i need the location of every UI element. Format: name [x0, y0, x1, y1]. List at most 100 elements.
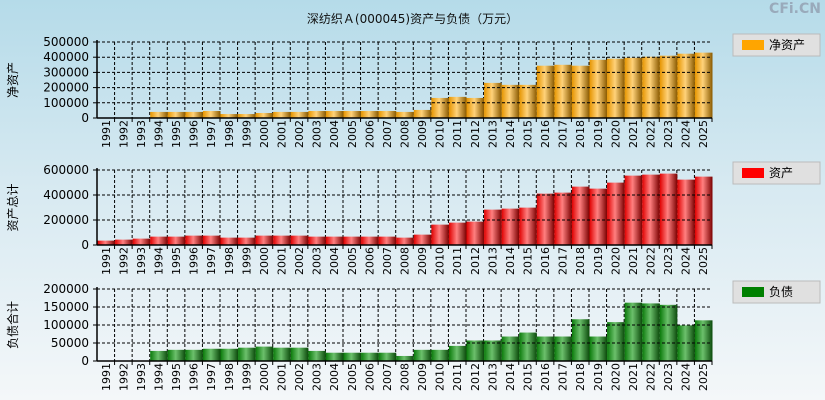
y-tick-label: 100000 [43, 96, 89, 110]
bar-2014 [501, 84, 520, 118]
x-tick-label: 2011 [451, 247, 464, 275]
bar-2002 [290, 235, 309, 245]
bar-1991 [97, 240, 116, 245]
x-tick-label: 2021 [627, 247, 640, 275]
bar-2010 [431, 349, 449, 361]
legend-box [732, 33, 821, 57]
x-tick-label: 1995 [170, 120, 183, 148]
x-tick-label: 2017 [557, 120, 570, 148]
bar-2020 [607, 322, 625, 361]
bar-2018 [571, 319, 590, 361]
x-tick-label: 2018 [574, 247, 587, 275]
bar-2023 [659, 304, 678, 361]
x-tick-label: 2006 [363, 363, 376, 391]
bar-1994 [150, 236, 168, 245]
x-tick-label: 2005 [346, 363, 359, 391]
bar-2021 [624, 175, 643, 245]
bar-2024 [677, 53, 695, 119]
bar-2025 [694, 320, 713, 361]
bar-2021 [624, 302, 643, 361]
x-tick-label: 1993 [135, 120, 148, 148]
bar-2007 [378, 111, 397, 118]
x-tick-label: 1999 [240, 363, 253, 391]
bar-2016 [536, 193, 555, 245]
bar-2015 [519, 332, 537, 361]
x-tick-label: 2003 [311, 120, 324, 148]
bar-2006 [361, 111, 379, 118]
y-tick-label: 0 [81, 238, 89, 252]
bar-1998 [220, 348, 239, 361]
bar-2020 [607, 182, 625, 245]
y-tick-label: 150000 [43, 300, 89, 314]
bar-2016 [536, 336, 555, 361]
x-tick-label: 2018 [574, 120, 587, 148]
bar-1996 [185, 111, 203, 118]
legend-swatch [742, 287, 764, 297]
chart-title: 深纺织Ａ(000045)资产与负债（万元） [306, 12, 519, 26]
x-tick-label: 2008 [399, 247, 412, 275]
bar-2022 [642, 56, 660, 118]
watermark: CFi.CN [769, 1, 821, 17]
bar-2003 [308, 111, 326, 118]
x-tick-label: 2000 [258, 363, 271, 391]
bar-2009 [413, 234, 432, 245]
bar-2006 [361, 236, 379, 245]
x-tick-label: 1994 [153, 120, 166, 148]
x-tick-label: 1994 [153, 247, 166, 275]
y-tick-label: 0 [81, 354, 89, 368]
x-tick-label: 2019 [592, 120, 605, 148]
bar-2018 [571, 186, 590, 245]
panel-1: 0 200000 400000 600000 1991 1992 1993 1994 1995 1… [6, 161, 821, 275]
x-tick-label: 1998 [223, 363, 236, 391]
legend-box [732, 280, 821, 304]
x-tick-label: 2019 [592, 363, 605, 391]
x-tick-label: 2021 [627, 120, 640, 148]
bar-2007 [378, 352, 397, 361]
legend: 净资产 [732, 33, 821, 57]
bar-1999 [238, 347, 256, 361]
bar-2003 [308, 236, 326, 245]
bar-2009 [413, 109, 432, 118]
bar-1993 [132, 238, 151, 245]
x-tick-label: 2014 [504, 120, 517, 148]
bar-2008 [396, 355, 414, 361]
x-tick-label: 2010 [434, 247, 447, 275]
x-tick-label: 2005 [346, 247, 359, 275]
x-tick-label: 1992 [117, 363, 130, 391]
x-tick-label: 2017 [557, 363, 570, 391]
x-tick-label: 2013 [486, 120, 499, 148]
x-tick-label: 2009 [416, 247, 429, 275]
bar-1994 [150, 350, 168, 361]
x-tick-label: 2011 [451, 120, 464, 148]
x-tick-label: 2011 [451, 363, 464, 391]
x-tick-label: 2006 [363, 247, 376, 275]
bar-2020 [607, 58, 625, 118]
legend-label: 净资产 [769, 38, 805, 52]
y-tick-label: 300000 [43, 65, 89, 79]
bar-2023 [659, 173, 678, 245]
x-tick-label: 2022 [645, 120, 658, 148]
x-tick-label: 2015 [522, 247, 535, 275]
bar-2025 [694, 52, 713, 118]
x-tick-label: 2012 [469, 363, 482, 391]
bar-2007 [378, 236, 397, 245]
x-tick-label: 1996 [188, 120, 201, 148]
x-tick-label: 2023 [662, 247, 675, 275]
bar-2008 [396, 237, 414, 245]
y-tick-label: 400000 [43, 50, 89, 64]
bar-2000 [255, 235, 274, 245]
legend-label: 负债 [769, 285, 793, 299]
x-tick-label: 2007 [381, 247, 394, 275]
bar-2013 [484, 82, 502, 118]
bar-2018 [571, 65, 590, 118]
bar-1997 [202, 235, 221, 245]
y-tick-label: 400000 [43, 188, 89, 202]
x-tick-label: 2010 [434, 363, 447, 391]
bar-2002 [290, 111, 309, 118]
bar-2001 [273, 235, 291, 245]
x-tick-label: 2019 [592, 247, 605, 275]
x-tick-label: 2016 [539, 363, 552, 391]
x-tick-label: 1997 [205, 363, 218, 391]
x-tick-label: 2005 [346, 120, 359, 148]
bar-1999 [238, 237, 256, 245]
